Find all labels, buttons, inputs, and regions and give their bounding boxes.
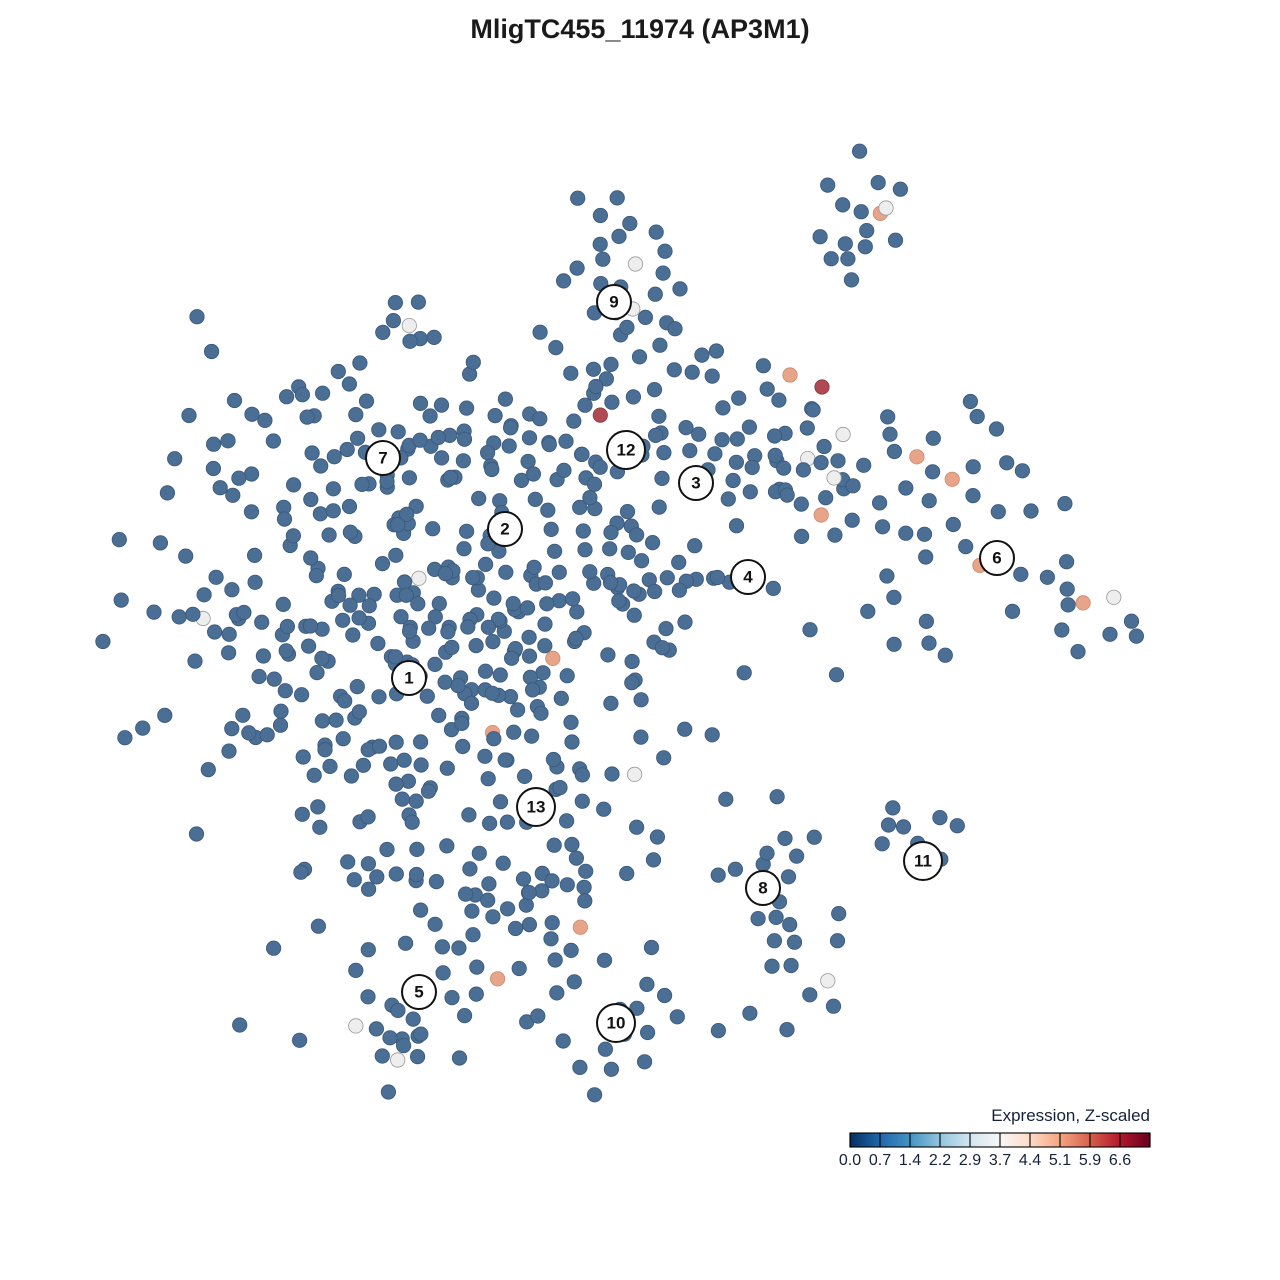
svg-text:Expression, Z-scaled: Expression, Z-scaled	[991, 1106, 1150, 1125]
svg-text:0.0: 0.0	[839, 1152, 861, 1169]
svg-text:4.4: 4.4	[1019, 1152, 1041, 1169]
svg-text:3: 3	[691, 474, 700, 493]
svg-text:1: 1	[404, 669, 413, 688]
svg-text:0.7: 0.7	[869, 1152, 891, 1169]
svg-text:4: 4	[743, 568, 753, 587]
svg-text:1.4: 1.4	[899, 1152, 921, 1169]
svg-text:7: 7	[378, 449, 387, 468]
svg-text:5: 5	[414, 983, 423, 1002]
svg-text:6: 6	[992, 549, 1001, 568]
svg-text:12: 12	[617, 441, 636, 460]
svg-text:2.2: 2.2	[929, 1152, 951, 1169]
svg-text:2: 2	[500, 520, 509, 539]
svg-text:6.6: 6.6	[1109, 1152, 1131, 1169]
svg-text:10: 10	[607, 1014, 626, 1033]
svg-text:2.9: 2.9	[959, 1152, 981, 1169]
svg-text:11: 11	[914, 852, 932, 871]
svg-text:13: 13	[527, 798, 546, 817]
svg-text:3.7: 3.7	[989, 1152, 1011, 1169]
svg-text:9: 9	[609, 293, 618, 312]
svg-text:8: 8	[758, 879, 767, 898]
svg-text:5.1: 5.1	[1049, 1152, 1071, 1169]
svg-text:5.9: 5.9	[1079, 1152, 1101, 1169]
